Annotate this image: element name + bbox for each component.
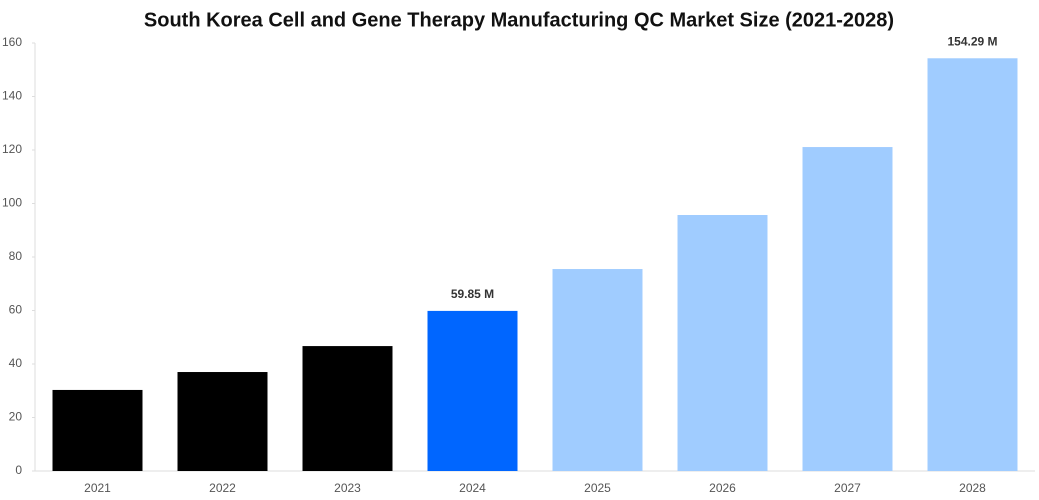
bar bbox=[802, 147, 893, 471]
y-tick-label: 80 bbox=[9, 249, 23, 263]
bar bbox=[302, 346, 393, 471]
x-tick-label: 2022 bbox=[209, 481, 236, 495]
bar bbox=[427, 310, 518, 471]
y-tick-label: 140 bbox=[2, 89, 22, 103]
x-tick-label: 2021 bbox=[84, 481, 111, 495]
x-tick-label: 2028 bbox=[959, 481, 986, 495]
y-tick-label: 120 bbox=[2, 142, 22, 156]
bar bbox=[927, 58, 1018, 471]
y-tick-label: 100 bbox=[2, 196, 22, 210]
y-tick-label: 40 bbox=[9, 356, 23, 370]
value-label: 59.85 M bbox=[451, 287, 494, 301]
x-tick-label: 2024 bbox=[459, 481, 486, 495]
bar bbox=[552, 269, 643, 471]
bar bbox=[52, 389, 143, 471]
y-tick-label: 0 bbox=[15, 463, 22, 477]
x-tick-label: 2023 bbox=[334, 481, 361, 495]
y-tick-label: 160 bbox=[2, 35, 22, 49]
x-tick-label: 2025 bbox=[584, 481, 611, 495]
x-tick-label: 2026 bbox=[709, 481, 736, 495]
chart-title: South Korea Cell and Gene Therapy Manufa… bbox=[144, 9, 894, 31]
bar bbox=[677, 215, 768, 471]
value-label: 154.29 M bbox=[947, 34, 997, 48]
x-tick-label: 2027 bbox=[834, 481, 861, 495]
y-tick-label: 60 bbox=[9, 303, 23, 317]
bar bbox=[177, 372, 268, 471]
y-tick-label: 20 bbox=[9, 410, 23, 424]
